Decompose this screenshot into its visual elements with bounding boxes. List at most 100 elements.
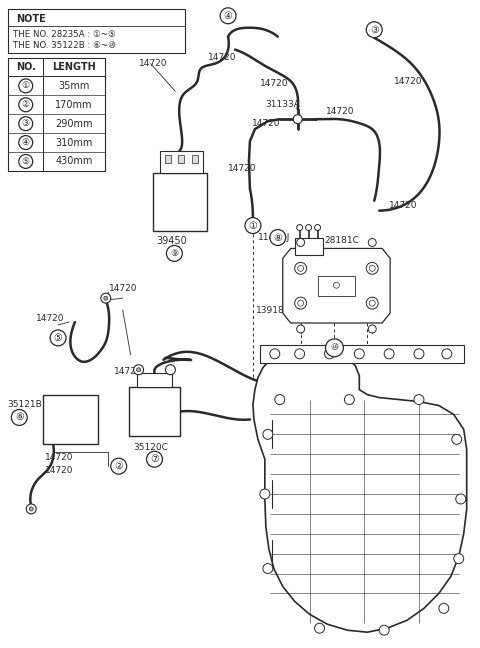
- Text: 31133A: 31133A: [265, 100, 300, 109]
- Bar: [137, 373, 172, 387]
- Text: 14720: 14720: [208, 53, 237, 62]
- Circle shape: [384, 349, 394, 359]
- Circle shape: [19, 154, 33, 168]
- Circle shape: [298, 300, 304, 306]
- Text: 290mm: 290mm: [55, 119, 93, 129]
- Circle shape: [454, 553, 464, 564]
- Circle shape: [137, 368, 141, 372]
- Text: 35120C: 35120C: [133, 443, 168, 452]
- Circle shape: [456, 494, 466, 504]
- Circle shape: [366, 297, 378, 309]
- Circle shape: [263, 430, 273, 439]
- Circle shape: [270, 349, 280, 359]
- Circle shape: [369, 300, 375, 306]
- Text: ②: ②: [114, 461, 123, 471]
- Text: 170mm: 170mm: [55, 100, 93, 110]
- Circle shape: [111, 458, 127, 474]
- Circle shape: [330, 279, 342, 291]
- Circle shape: [379, 625, 389, 635]
- Circle shape: [369, 265, 375, 272]
- Circle shape: [19, 98, 33, 111]
- Circle shape: [260, 489, 270, 499]
- Circle shape: [270, 229, 286, 246]
- Text: 13918: 13918: [256, 306, 285, 314]
- Text: 14720: 14720: [260, 79, 288, 88]
- Bar: [129, 387, 180, 436]
- Circle shape: [314, 623, 324, 633]
- Circle shape: [293, 115, 302, 124]
- Text: ⑩: ⑩: [330, 343, 338, 353]
- Bar: [8, 58, 105, 171]
- Bar: [179, 155, 184, 163]
- Text: LENGTH: LENGTH: [52, 62, 96, 72]
- Text: 28181C: 28181C: [324, 236, 360, 245]
- Bar: [295, 238, 323, 255]
- Polygon shape: [283, 248, 390, 323]
- Text: ⑨: ⑨: [170, 249, 179, 258]
- Text: 14720: 14720: [114, 367, 142, 376]
- Text: ④: ④: [224, 11, 232, 21]
- Bar: [43, 395, 98, 445]
- Text: 35121B: 35121B: [7, 400, 42, 409]
- Circle shape: [220, 8, 236, 24]
- Circle shape: [19, 79, 33, 93]
- Circle shape: [334, 283, 339, 288]
- Circle shape: [19, 135, 33, 150]
- Text: THE NO. 28235A : ①~⑤: THE NO. 28235A : ①~⑤: [13, 30, 116, 39]
- Text: THE NO. 35122B : ⑥~⑩: THE NO. 35122B : ⑥~⑩: [13, 41, 116, 50]
- Circle shape: [167, 246, 182, 261]
- Circle shape: [439, 603, 449, 613]
- Text: ①: ①: [22, 82, 30, 90]
- Circle shape: [298, 265, 304, 272]
- Circle shape: [19, 117, 33, 131]
- Text: 14720: 14720: [109, 284, 137, 293]
- Bar: [160, 151, 203, 173]
- Polygon shape: [253, 347, 467, 632]
- Text: 14720: 14720: [252, 119, 280, 128]
- Circle shape: [368, 325, 376, 333]
- Circle shape: [295, 262, 307, 274]
- Text: 14720: 14720: [139, 59, 167, 68]
- Bar: [260, 345, 464, 363]
- Text: ①: ①: [249, 220, 257, 231]
- Text: ②: ②: [22, 100, 30, 110]
- Text: 14720: 14720: [228, 165, 257, 174]
- Circle shape: [295, 297, 307, 309]
- Circle shape: [12, 410, 27, 425]
- Circle shape: [306, 225, 312, 231]
- Circle shape: [366, 22, 382, 38]
- Text: 14720: 14720: [45, 466, 73, 474]
- Bar: [153, 173, 207, 231]
- Circle shape: [275, 395, 285, 404]
- Text: NOTE: NOTE: [16, 14, 46, 24]
- Circle shape: [366, 262, 378, 274]
- Text: 35mm: 35mm: [58, 81, 90, 91]
- Bar: [318, 276, 355, 296]
- Circle shape: [414, 395, 424, 404]
- Circle shape: [146, 451, 162, 467]
- Circle shape: [297, 325, 305, 333]
- Text: ⑥: ⑥: [15, 413, 24, 422]
- Circle shape: [263, 564, 273, 573]
- Text: ③: ③: [22, 119, 30, 128]
- Text: 430mm: 430mm: [55, 156, 93, 167]
- Text: 1140DJ: 1140DJ: [258, 233, 290, 242]
- Circle shape: [414, 349, 424, 359]
- Text: 14720: 14720: [45, 453, 73, 462]
- Circle shape: [324, 349, 335, 359]
- Text: NO.: NO.: [16, 62, 36, 72]
- Text: ⑤: ⑤: [54, 333, 62, 343]
- Text: 39450: 39450: [156, 237, 187, 246]
- Text: ④: ④: [22, 138, 30, 147]
- Circle shape: [452, 434, 462, 445]
- Circle shape: [314, 225, 321, 231]
- Circle shape: [245, 218, 261, 233]
- Circle shape: [133, 365, 144, 375]
- Circle shape: [344, 395, 354, 404]
- Text: 14720: 14720: [389, 201, 418, 210]
- Circle shape: [325, 339, 343, 357]
- Text: ⑤: ⑤: [22, 157, 30, 166]
- Circle shape: [101, 293, 111, 303]
- Circle shape: [29, 507, 33, 511]
- Text: ③: ③: [370, 25, 379, 35]
